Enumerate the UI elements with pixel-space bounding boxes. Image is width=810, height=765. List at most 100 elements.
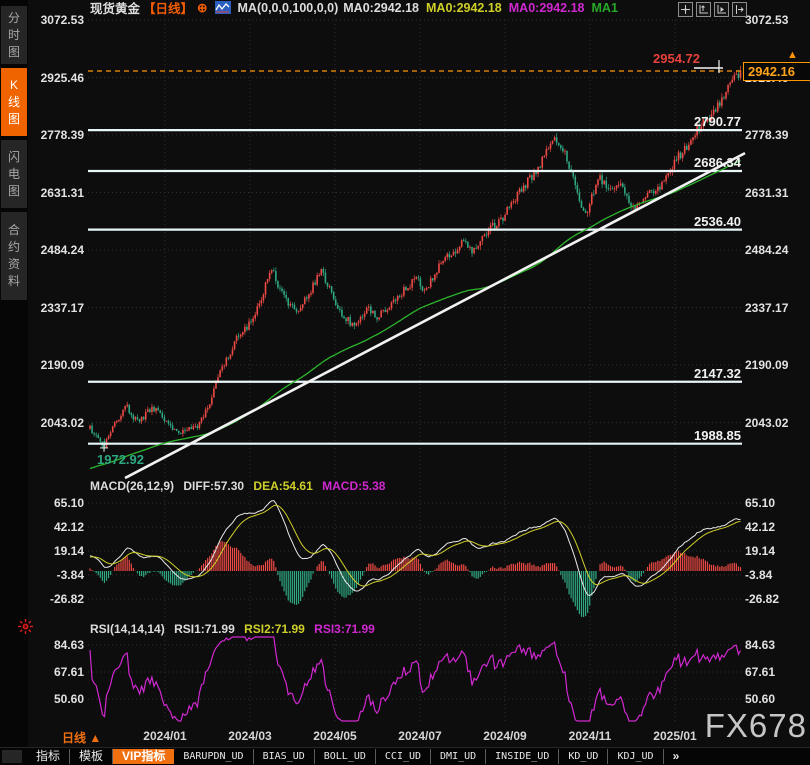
x-axis-date-label: 2025/01 [653,729,697,743]
level-price-label: 2686.34 [694,154,741,170]
rsi3-value: RSI3:71.99 [314,622,375,636]
toolbar-item[interactable]: 模板 [70,749,114,764]
toolbar-item[interactable]: BOLL_UD [315,749,376,764]
alert-icon[interactable] [18,619,33,634]
main-y-axis-label-right: 2190.09 [745,358,789,372]
x-axis-date-label: 2024/09 [483,729,527,743]
main-y-axis-label-right: 3072.53 [745,13,789,27]
sidebar-tab-3[interactable]: 闪电图 [1,140,27,208]
ma-settings: MA(0,0,0,100,0,0) [237,0,339,15]
macd-y-axis-label-left: 19.14 [53,544,84,558]
footer-period-label[interactable]: 日线 ▲ [62,729,101,746]
macd-y-axis-label-right: 42.12 [745,520,776,534]
current-price-box: 2942.16 [743,61,810,81]
shift-right-icon[interactable] [732,2,747,17]
main-y-axis-label-left: 2631.31 [40,185,84,200]
main-y-axis-label-right: 2778.39 [745,128,789,142]
main-y-axis-label-left: 2778.39 [40,128,84,142]
toolbar-item[interactable]: KDJ_UD [608,749,664,764]
session-high-label: 2954.72 [653,51,700,67]
symbol-name: 现货黄金 [90,2,141,16]
fit-y-axis-icon[interactable] [696,2,711,17]
main-y-axis-label-left: 2043.02 [40,415,84,430]
ma1-value: MA1 [591,0,618,15]
toolbar-corner-square[interactable] [2,750,22,763]
macd-y-axis-label-left: -3.84 [56,568,84,582]
main-y-axis-label-left: 2925.46 [40,70,84,85]
main-y-axis-label-right: 2631.31 [745,185,789,200]
expand-icon[interactable]: ⊕ [197,1,208,15]
macd-header: MACD(26,12,9) DIFF:57.30 DEA:54.61 MACD:… [90,479,391,493]
footer-period-text: 日线 [62,731,87,745]
indicator-toolbar: 指标 模板 VIP指标 BARUPDN_UD BIAS_UD BOLL_UD CCI_UD D… [0,747,810,765]
x-axis-date-label: 2024/11 [568,729,612,743]
macd-y-axis-label-right: -3.84 [745,568,773,582]
macd-y-axis-label-right: 19.14 [745,544,776,558]
current-price-value: 2942.16 [748,63,795,79]
x-axis-date-label: 2024/01 [143,729,187,743]
macd-params: MACD(26,12,9) [90,479,175,493]
rsi-params: RSI(14,14,14) [90,622,165,636]
play-axis-icon[interactable] [714,2,729,17]
main-y-axis-label-right: 2337.17 [745,300,789,315]
sidebar-tab-1[interactable]: 分时图 [1,6,27,64]
rsi1-value: RSI1:71.99 [174,622,235,636]
rsi-y-axis-label-right: 67.61 [745,665,776,679]
rsi2-value: RSI2:71.99 [244,622,305,636]
footer-period-arrow-icon: ▲ [89,731,102,745]
x-axis-date-label: 2024/03 [228,729,272,743]
sidebar-tab-4[interactable]: 合约资料 [1,212,27,300]
level-price-label: 1988.85 [694,427,741,443]
price-up-arrow-icon: ▲ [787,48,798,61]
main-y-axis-label-left: 2337.17 [40,300,84,315]
main-y-axis-label-right: 2043.02 [745,415,789,430]
x-axis-date-label: 2024/05 [313,729,357,743]
period-tag: 【日线】 [143,2,194,16]
main-y-axis-label-left: 2190.09 [40,358,84,372]
ma0-magenta-value: MA0:2942.18 [508,0,585,15]
marked-low-label: 1972.92 [97,451,144,467]
toolbar-items: 指标 模板 VIP指标 BARUPDN_UD BIAS_UD BOLL_UD CCI_UD D… [27,749,688,764]
toolbar-item[interactable]: BARUPDN_UD [174,749,254,764]
level-price-label: 2147.32 [694,365,741,381]
ma0-yellow-value: MA0:2942.18 [426,0,502,15]
x-axis-date-label: 2024/07 [398,729,442,743]
level-price-label: 2536.40 [694,213,741,229]
main-y-axis-label-right: 2484.24 [745,243,789,257]
toolbar-item[interactable]: BIAS_UD [254,749,315,764]
chart-header: 现货黄金 【日线】 ⊕ MA(0,0,0,100,0,0) MA0:2942.1… [90,0,618,17]
fx678-watermark: FX678 [704,707,807,744]
macd-diff-value: DIFF:57.30 [183,479,245,493]
toolbar-item[interactable]: DMI_UD [431,749,487,764]
main-y-axis-label-left: 2484.24 [40,243,84,257]
rsi-y-axis-label-right: 84.63 [745,638,776,652]
rsi-y-axis-label-right: 50.60 [745,692,776,706]
toolbar-item[interactable]: CCI_UD [376,749,432,764]
toolbar-item[interactable]: VIP指标 [113,749,175,764]
toolbar-item[interactable]: KD_UD [559,749,609,764]
macd-y-axis-label-left: 42.12 [53,520,84,534]
macd-value: MACD:5.38 [322,479,386,493]
macd-y-axis-label-left: 65.10 [53,496,84,510]
macd-y-axis-label-left: -26.82 [49,592,84,606]
chart-tool-icons [678,2,747,17]
level-price-label: 2790.77 [694,114,741,130]
crosshair-icon[interactable] [678,2,693,17]
toolbar-item[interactable]: 指标 [27,749,71,764]
toolbar-item[interactable]: INSIDE_UD [486,749,560,764]
rsi-y-axis-label-left: 67.61 [53,665,84,679]
rsi-header: RSI(14,14,14) RSI1:71.99 RSI2:71.99 RSI3… [90,622,381,636]
rsi-y-axis-label-left: 84.63 [53,638,84,652]
ma-chart-icon[interactable] [214,1,231,14]
toolbar-item[interactable]: » [672,749,680,763]
macd-y-axis-label-right: -26.82 [745,592,780,606]
macd-y-axis-label-right: 65.10 [745,496,776,510]
main-y-axis-label-left: 3072.53 [40,13,84,27]
ma0-value: MA0:2942.18 [343,0,420,15]
macd-dea-value: DEA:54.61 [253,479,313,493]
rsi-y-axis-label-left: 50.60 [53,692,84,706]
